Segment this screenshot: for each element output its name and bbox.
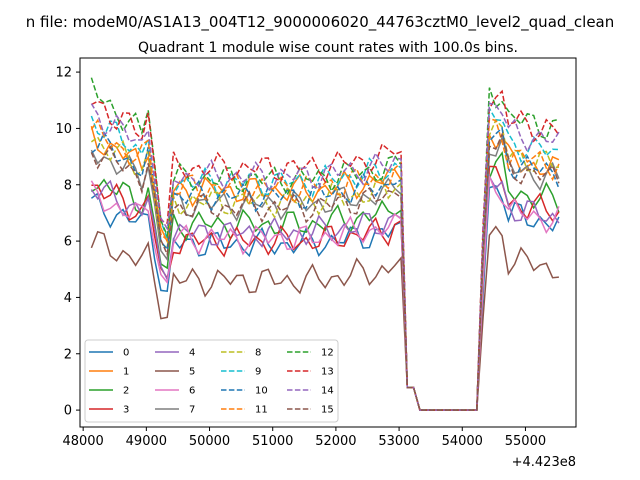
x-tick-label: 55000 — [505, 434, 546, 449]
x-tick-label: 54000 — [442, 434, 483, 449]
series-line-5 — [90, 225, 559, 411]
legend-label: 9 — [255, 367, 261, 378]
y-tick-label: 6 — [64, 235, 72, 250]
x-tick-label: 49000 — [126, 434, 167, 449]
legend-label: 11 — [255, 405, 268, 416]
legend-label: 1 — [123, 367, 129, 378]
y-tick-label: 2 — [64, 347, 72, 362]
legend-label: 4 — [189, 348, 195, 359]
legend-label: 3 — [123, 405, 129, 416]
legend-label: 0 — [123, 348, 129, 359]
legend-label: 15 — [321, 405, 334, 416]
legend-label: 10 — [255, 386, 268, 397]
series-line-13 — [91, 89, 560, 411]
legend-label: 6 — [189, 386, 195, 397]
figure-suptitle: n file: modeM0/AS1A13_004T12_9000006020_… — [26, 13, 615, 32]
x-axis-offset-label: +4.423e8 — [512, 455, 576, 470]
legend-label: 5 — [189, 367, 195, 378]
y-tick-label: 12 — [55, 66, 72, 81]
x-tick-label: 50000 — [189, 434, 230, 449]
legend-label: 8 — [255, 348, 261, 359]
legend-label: 7 — [189, 405, 195, 416]
series-line-8 — [90, 118, 559, 411]
x-tick-label: 51000 — [252, 434, 293, 449]
axes-frame — [79, 57, 577, 428]
x-tick-label: 53000 — [378, 434, 419, 449]
legend-label: 13 — [321, 367, 334, 378]
x-tick-label: 52000 — [315, 434, 356, 449]
legend-label: 12 — [321, 348, 334, 359]
series-line-15 — [90, 132, 560, 411]
legend-label: 2 — [123, 386, 129, 397]
chart-title: Quadrant 1 module wise count rates with … — [138, 40, 518, 56]
x-tick-label: 48000 — [62, 434, 103, 449]
y-tick-label: 0 — [64, 404, 72, 419]
legend-label: 14 — [321, 386, 334, 397]
legend-box — [84, 339, 339, 423]
y-axis: 0 2 4 6 8 10 12 — [55, 66, 80, 419]
y-tick-label: 4 — [64, 291, 72, 306]
y-tick-label: 10 — [55, 122, 72, 137]
plot-area — [90, 77, 560, 411]
y-tick-label: 8 — [64, 178, 72, 193]
x-axis: 48000 49000 50000 51000 52000 53000 54000 55000 — [62, 427, 546, 449]
